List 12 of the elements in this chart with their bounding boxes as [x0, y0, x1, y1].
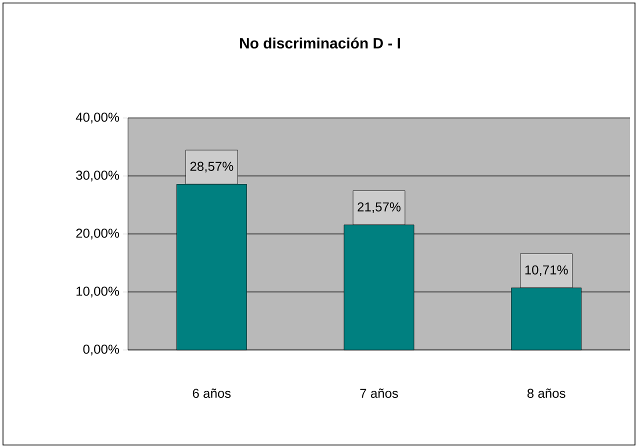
y-tick-label: 40,00%: [76, 112, 120, 124]
x-tick-label: 7 años: [360, 388, 398, 398]
data-label: 10,71%: [525, 265, 568, 276]
x-tick-label: 6 años: [192, 388, 231, 398]
chart-title: No discriminación D - I: [240, 37, 400, 49]
data-label: 28,57%: [190, 162, 234, 172]
y-tick-label: 30,00%: [76, 170, 120, 182]
x-tick-label: 8 años: [527, 388, 566, 398]
y-tick-label: 20,00%: [76, 228, 120, 240]
y-tick-label: 0,00%: [83, 344, 120, 356]
y-tick-label: 10,00%: [76, 286, 120, 298]
data-label: 21,57%: [358, 202, 401, 214]
